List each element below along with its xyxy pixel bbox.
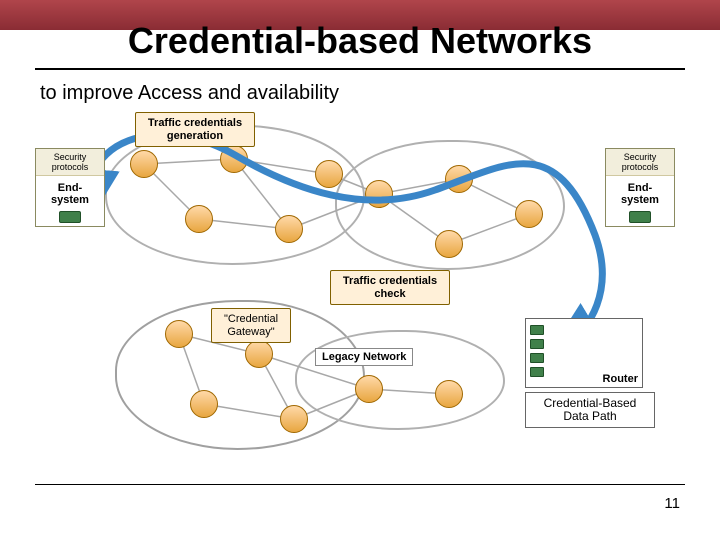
network-node xyxy=(315,160,343,188)
router-port-icon xyxy=(530,353,544,363)
network-node xyxy=(355,375,383,403)
security-protocols-right: Security protocols xyxy=(606,149,674,176)
traffic-check-label: Traffic credentials check xyxy=(330,270,450,305)
network-node xyxy=(435,230,463,258)
router-port-icon xyxy=(530,339,544,349)
network-node xyxy=(515,200,543,228)
security-protocols-left: Security protocols xyxy=(36,149,104,176)
end-system-right: Security protocols End- system xyxy=(605,148,675,227)
slide-title: Credential-based Networks xyxy=(0,20,720,62)
network-node xyxy=(445,165,473,193)
cloud-shape xyxy=(295,330,505,430)
title-underline xyxy=(35,68,685,70)
router-box: Router xyxy=(525,318,643,388)
network-node xyxy=(185,205,213,233)
router-port-icon xyxy=(530,367,544,377)
network-node xyxy=(165,320,193,348)
traffic-gen-label: Traffic credentials generation xyxy=(135,112,255,147)
network-node xyxy=(220,145,248,173)
network-node xyxy=(280,405,308,433)
network-node xyxy=(365,180,393,208)
network-node xyxy=(130,150,158,178)
footer-line xyxy=(35,484,685,485)
chip-icon xyxy=(606,208,674,226)
slide-subtitle: to improve Access and availability xyxy=(40,82,339,105)
router-label: Router xyxy=(603,373,638,385)
network-node xyxy=(190,390,218,418)
router-port-icon xyxy=(530,325,544,335)
end-system-left: Security protocols End- system xyxy=(35,148,105,227)
chip-icon xyxy=(36,208,104,226)
end-system-label-left: End- system xyxy=(36,176,104,208)
legacy-network-label: Legacy Network xyxy=(315,348,413,366)
page-number: 11 xyxy=(664,495,680,512)
diagram-area: Security protocols End- system Security … xyxy=(35,120,675,460)
end-system-label-right: End- system xyxy=(606,176,674,208)
cbdp-label: Credential-Based Data Path xyxy=(525,392,655,428)
network-node xyxy=(245,340,273,368)
network-node xyxy=(435,380,463,408)
network-node xyxy=(275,215,303,243)
credential-gateway-label: "Credential Gateway" xyxy=(211,308,291,343)
